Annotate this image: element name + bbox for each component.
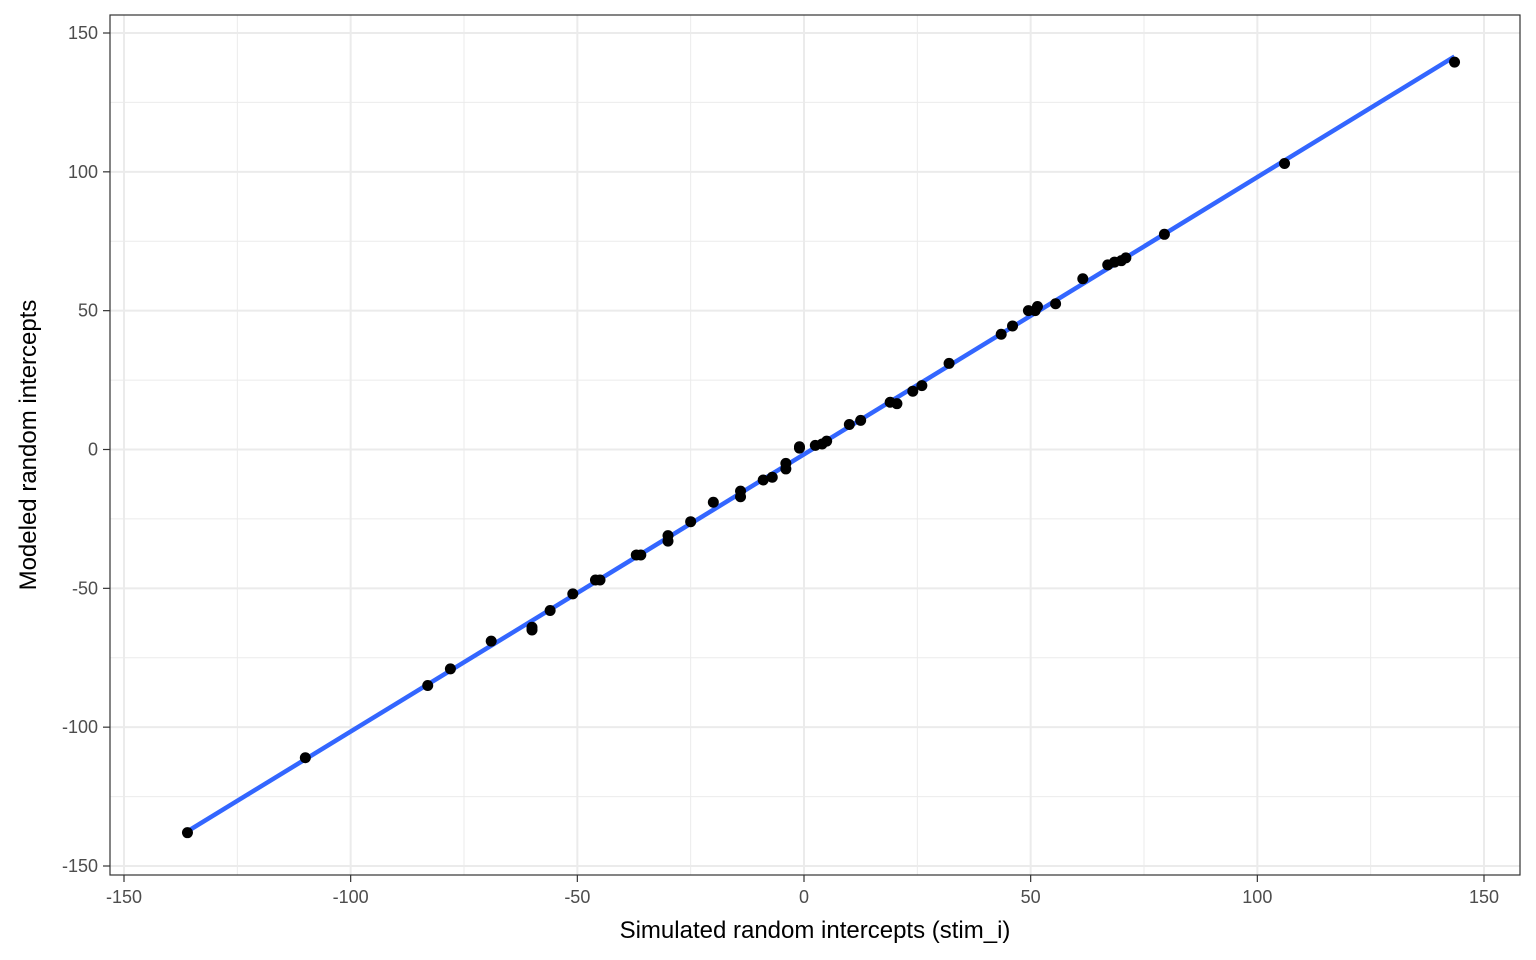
data-point <box>662 535 674 547</box>
data-point <box>1279 158 1291 170</box>
x-tick-label: 50 <box>1021 887 1041 907</box>
data-point <box>735 491 747 503</box>
y-tick-label: 0 <box>88 440 98 460</box>
data-point <box>1120 252 1132 264</box>
data-point <box>422 680 434 692</box>
data-point <box>757 474 769 486</box>
data-point <box>526 624 538 636</box>
y-axis: -150 -100 -50 0 50 100 150 <box>62 23 110 876</box>
x-tick-label: 0 <box>799 887 809 907</box>
grid-minor <box>110 15 1520 875</box>
panel-border <box>109 14 1521 876</box>
grid-major <box>110 15 1520 875</box>
data-point <box>907 385 919 397</box>
y-tick-label: 100 <box>68 162 98 182</box>
data-point <box>891 398 903 410</box>
data-point <box>821 435 833 447</box>
data-point <box>1031 301 1043 313</box>
y-tick-label: -100 <box>62 717 98 737</box>
data-point <box>943 357 955 369</box>
data-point <box>843 419 855 431</box>
data-point <box>780 463 792 475</box>
data-point <box>1050 298 1062 310</box>
data-point <box>567 588 579 600</box>
data-point <box>855 414 867 426</box>
x-tick-label: 150 <box>1469 887 1499 907</box>
y-tick-label: -50 <box>72 578 98 598</box>
x-tick-label: -150 <box>106 887 142 907</box>
points-layer <box>181 56 1461 839</box>
data-point <box>1158 228 1170 240</box>
data-point <box>485 635 497 647</box>
data-point <box>299 752 311 764</box>
x-tick-label: -100 <box>333 887 369 907</box>
data-point <box>635 549 647 561</box>
data-point <box>1077 273 1089 285</box>
data-point <box>1449 56 1461 68</box>
data-point <box>685 516 697 528</box>
data-point <box>707 496 719 508</box>
data-point <box>594 574 606 586</box>
data-point <box>995 328 1007 340</box>
data-point <box>181 827 193 839</box>
x-axis-title: Simulated random intercepts (stim_i) <box>620 917 1011 944</box>
data-point <box>544 605 556 617</box>
data-point <box>766 471 778 483</box>
y-tick-label: -150 <box>62 856 98 876</box>
data-point <box>1007 320 1019 332</box>
y-tick-label: 150 <box>68 23 98 43</box>
x-tick-label: 100 <box>1242 887 1272 907</box>
y-axis-title: Modeled random intercepts <box>15 300 42 591</box>
x-axis: -150 -100 -50 0 50 100 150 <box>106 875 1499 907</box>
data-point <box>793 442 805 454</box>
y-tick-label: 50 <box>78 301 98 321</box>
data-point <box>444 663 456 675</box>
x-tick-label: -50 <box>564 887 590 907</box>
data-point <box>916 380 928 392</box>
